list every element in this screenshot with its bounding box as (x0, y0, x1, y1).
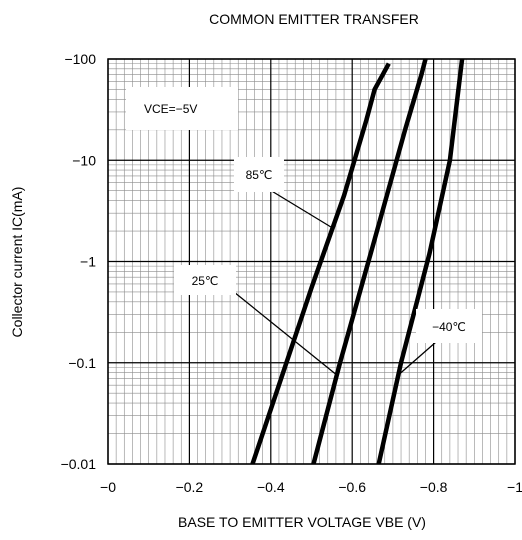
chart-title: COMMON EMITTER TRANSFER (209, 11, 419, 27)
annotation-label: −40℃ (432, 320, 466, 334)
curve-−40°C (376, 59, 465, 464)
condition-label-box (126, 87, 238, 130)
x-tick-label: −0 (100, 479, 116, 495)
plot-frame (107, 58, 516, 465)
leader-line (233, 291, 338, 376)
label-boxes: VCE=−5V 85℃ 25℃ −40℃ (126, 87, 482, 343)
y-tick-label: −0.01 (61, 456, 97, 472)
x-axis-label: BASE TO EMITTER VOLTAGE VBE (V) (178, 514, 426, 530)
leader-line (269, 189, 333, 229)
annotation-label: 85℃ (246, 168, 273, 182)
label-leaders (233, 189, 437, 376)
x-tick-label: −0.6 (338, 479, 366, 495)
annotation-label: 25℃ (192, 274, 219, 288)
x-tick-label: −1 (507, 479, 522, 495)
x-tick-label: −0.4 (257, 479, 285, 495)
annotation-box (174, 265, 236, 295)
x-tick-label: −0.2 (176, 479, 204, 495)
curve-85°C (250, 62, 391, 464)
y-tick-label: −100 (64, 51, 96, 67)
x-tick-label: −0.8 (420, 479, 448, 495)
tick-labels: −0 −0.2 −0.4 −0.6 −0.8 −1 −100 −10 −1 −0.1 −0.01 (61, 51, 522, 495)
y-axis-label: Collector current IC(mA) (9, 187, 25, 338)
annotation-box (234, 157, 284, 192)
curve-25°C (311, 59, 428, 464)
y-tick-label: −10 (72, 152, 96, 168)
curves (250, 59, 465, 464)
leader-line (397, 341, 437, 376)
annotation-box (416, 309, 482, 343)
y-tick-label: −1 (80, 254, 96, 270)
condition-label: VCE=−5V (144, 102, 197, 116)
y-tick-label: −0.1 (68, 355, 96, 371)
